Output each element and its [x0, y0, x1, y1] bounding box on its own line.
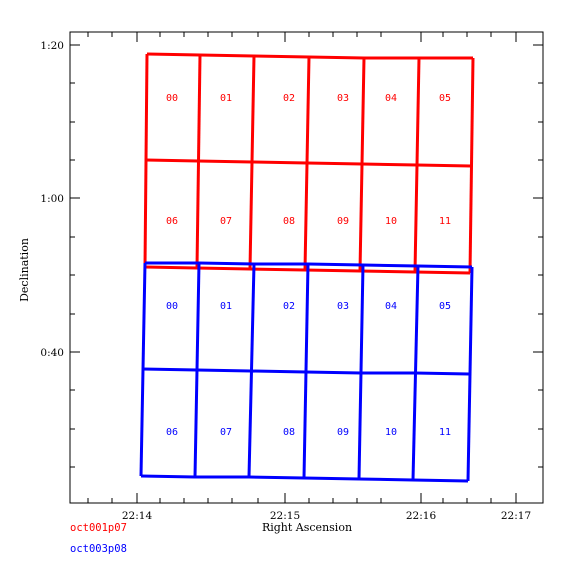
tile-label: 08	[283, 216, 295, 227]
legend-entry: oct001p07	[70, 522, 127, 534]
tile-label: 10	[385, 427, 397, 438]
tile-label: 04	[385, 93, 397, 104]
y-tick-label: 1:20	[40, 40, 64, 52]
tile-edge-vertical	[143, 53, 149, 268]
y-tick-label: 1:00	[40, 193, 64, 205]
tile-label: 04	[385, 301, 397, 312]
x-tick-label: 22:16	[406, 510, 437, 522]
legend-entry: oct003p08	[70, 543, 127, 555]
tile-label: 08	[283, 427, 295, 438]
tile-label: 06	[166, 427, 178, 438]
tile-edge-vertical	[193, 262, 201, 478]
tile-label: 02	[283, 301, 295, 312]
tile-edge-vertical	[466, 266, 474, 482]
tile-label: 07	[220, 427, 232, 438]
x-axis-title: Right Ascension	[262, 521, 352, 534]
tile-label: 11	[439, 216, 451, 227]
tile-label: 07	[220, 216, 232, 227]
tile-label: 09	[337, 216, 349, 227]
tile-label: 03	[337, 93, 349, 104]
tile-edge-vertical	[248, 55, 256, 270]
tile-label: 01	[220, 301, 232, 312]
tile-edge-vertical	[358, 57, 366, 272]
tile-edge-vertical	[302, 263, 310, 479]
tile-edge-vertical	[303, 56, 311, 271]
tile-label: 10	[385, 216, 397, 227]
tile-edge-vertical	[357, 264, 365, 480]
tile-edge-vertical	[468, 57, 475, 274]
x-tick-label: 22:17	[501, 510, 531, 522]
tile-label: 05	[439, 93, 451, 104]
tile-label: 06	[166, 216, 178, 227]
x-tick-label: 22:15	[270, 510, 300, 522]
plot-frame	[69, 31, 544, 504]
tile-label: 00	[166, 93, 178, 104]
tile-edge-vertical	[247, 263, 256, 478]
x-tick-label: 22:14	[122, 510, 153, 522]
tile-edge-vertical	[411, 265, 420, 481]
y-tick-label: 0:40	[40, 347, 64, 359]
tile-label: 02	[283, 93, 295, 104]
tile-edge-vertical	[139, 262, 147, 477]
tile-label: 03	[337, 301, 349, 312]
tile-label: 11	[439, 427, 451, 438]
tile-label: 05	[439, 301, 451, 312]
tile-label: 01	[220, 93, 232, 104]
tile-label: 09	[337, 427, 349, 438]
tile-edge-vertical	[413, 57, 421, 273]
tile-edge-vertical	[195, 54, 202, 269]
y-axis-title: Declination	[18, 238, 31, 302]
tile-label: 00	[166, 301, 178, 312]
